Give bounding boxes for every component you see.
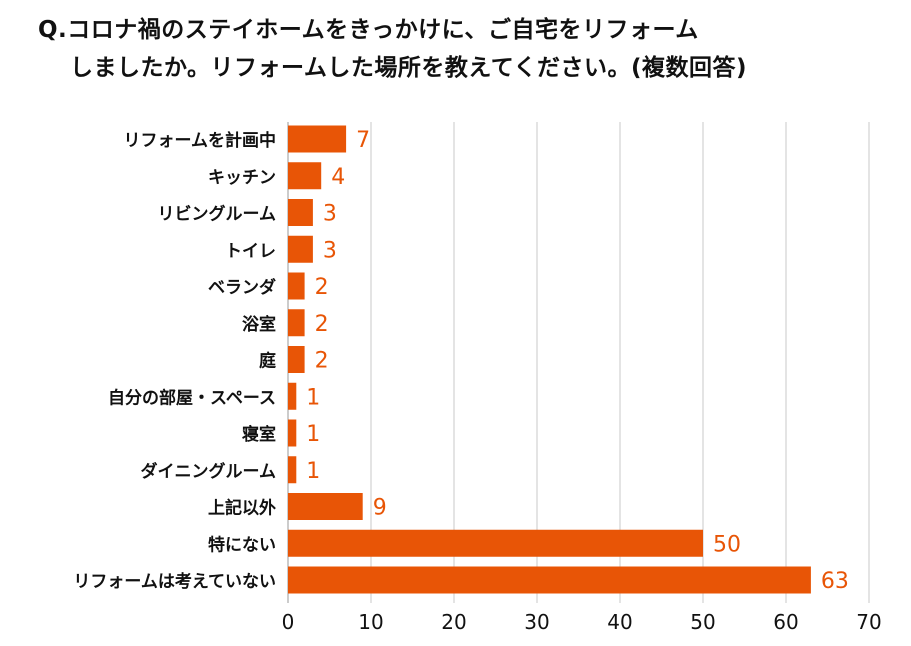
- category-label: 庭: [259, 351, 276, 372]
- data-label: 1: [306, 422, 320, 447]
- data-label: 63: [821, 569, 849, 594]
- bar: [288, 566, 811, 594]
- category-label: 上記以外: [208, 498, 276, 519]
- category-label: リフォームを計画中: [124, 130, 277, 151]
- x-tick-label: 10: [358, 610, 383, 634]
- bar: [288, 125, 347, 153]
- x-tick-label: 20: [441, 610, 466, 634]
- bar: [288, 235, 313, 263]
- x-tick-label: 30: [524, 610, 549, 634]
- data-label: 9: [373, 496, 387, 521]
- data-label: 1: [306, 385, 320, 410]
- x-tick-label: 50: [690, 610, 715, 634]
- category-label: トイレ: [225, 241, 276, 261]
- category-label: 自分の部屋・スペース: [108, 387, 276, 408]
- x-tick-label: 70: [856, 610, 881, 634]
- data-label: 4: [331, 165, 345, 190]
- bar: [288, 309, 305, 337]
- data-label: 50: [713, 532, 741, 557]
- bar: [288, 272, 305, 300]
- category-label: 特にない: [208, 534, 276, 555]
- category-label: キッチン: [208, 168, 276, 188]
- bar: [288, 382, 297, 410]
- chart-title-line-2: しましたか。リフォームした場所を教えてください。(複数回答): [70, 55, 748, 81]
- bar: [288, 419, 297, 447]
- x-tick-label: 40: [607, 610, 632, 634]
- data-label: 3: [323, 238, 337, 263]
- category-label: ベランダ: [208, 277, 276, 298]
- data-label: 2: [315, 275, 329, 300]
- bar: [288, 162, 322, 190]
- category-label: 寝室: [242, 424, 276, 445]
- bar: [288, 456, 297, 484]
- x-tick-label: 0: [282, 610, 295, 634]
- bar: [288, 493, 363, 520]
- category-label: 浴室: [242, 314, 276, 335]
- category-label: リビングルーム: [158, 204, 277, 225]
- data-label: 7: [356, 128, 370, 153]
- bar: [288, 529, 703, 557]
- data-label: 1: [306, 459, 320, 484]
- bar: [288, 199, 313, 226]
- category-label: リフォームは考えていない: [73, 571, 276, 592]
- bar: [288, 346, 305, 373]
- chart-title-line-1: Q.コロナ禍のステイホームをきっかけに、ご自宅をリフォーム: [38, 17, 699, 43]
- data-label: 2: [315, 349, 329, 374]
- data-label: 2: [315, 312, 329, 337]
- data-label: 3: [323, 202, 337, 227]
- category-label: ダイニングルーム: [141, 461, 277, 482]
- x-tick-label: 60: [773, 610, 798, 634]
